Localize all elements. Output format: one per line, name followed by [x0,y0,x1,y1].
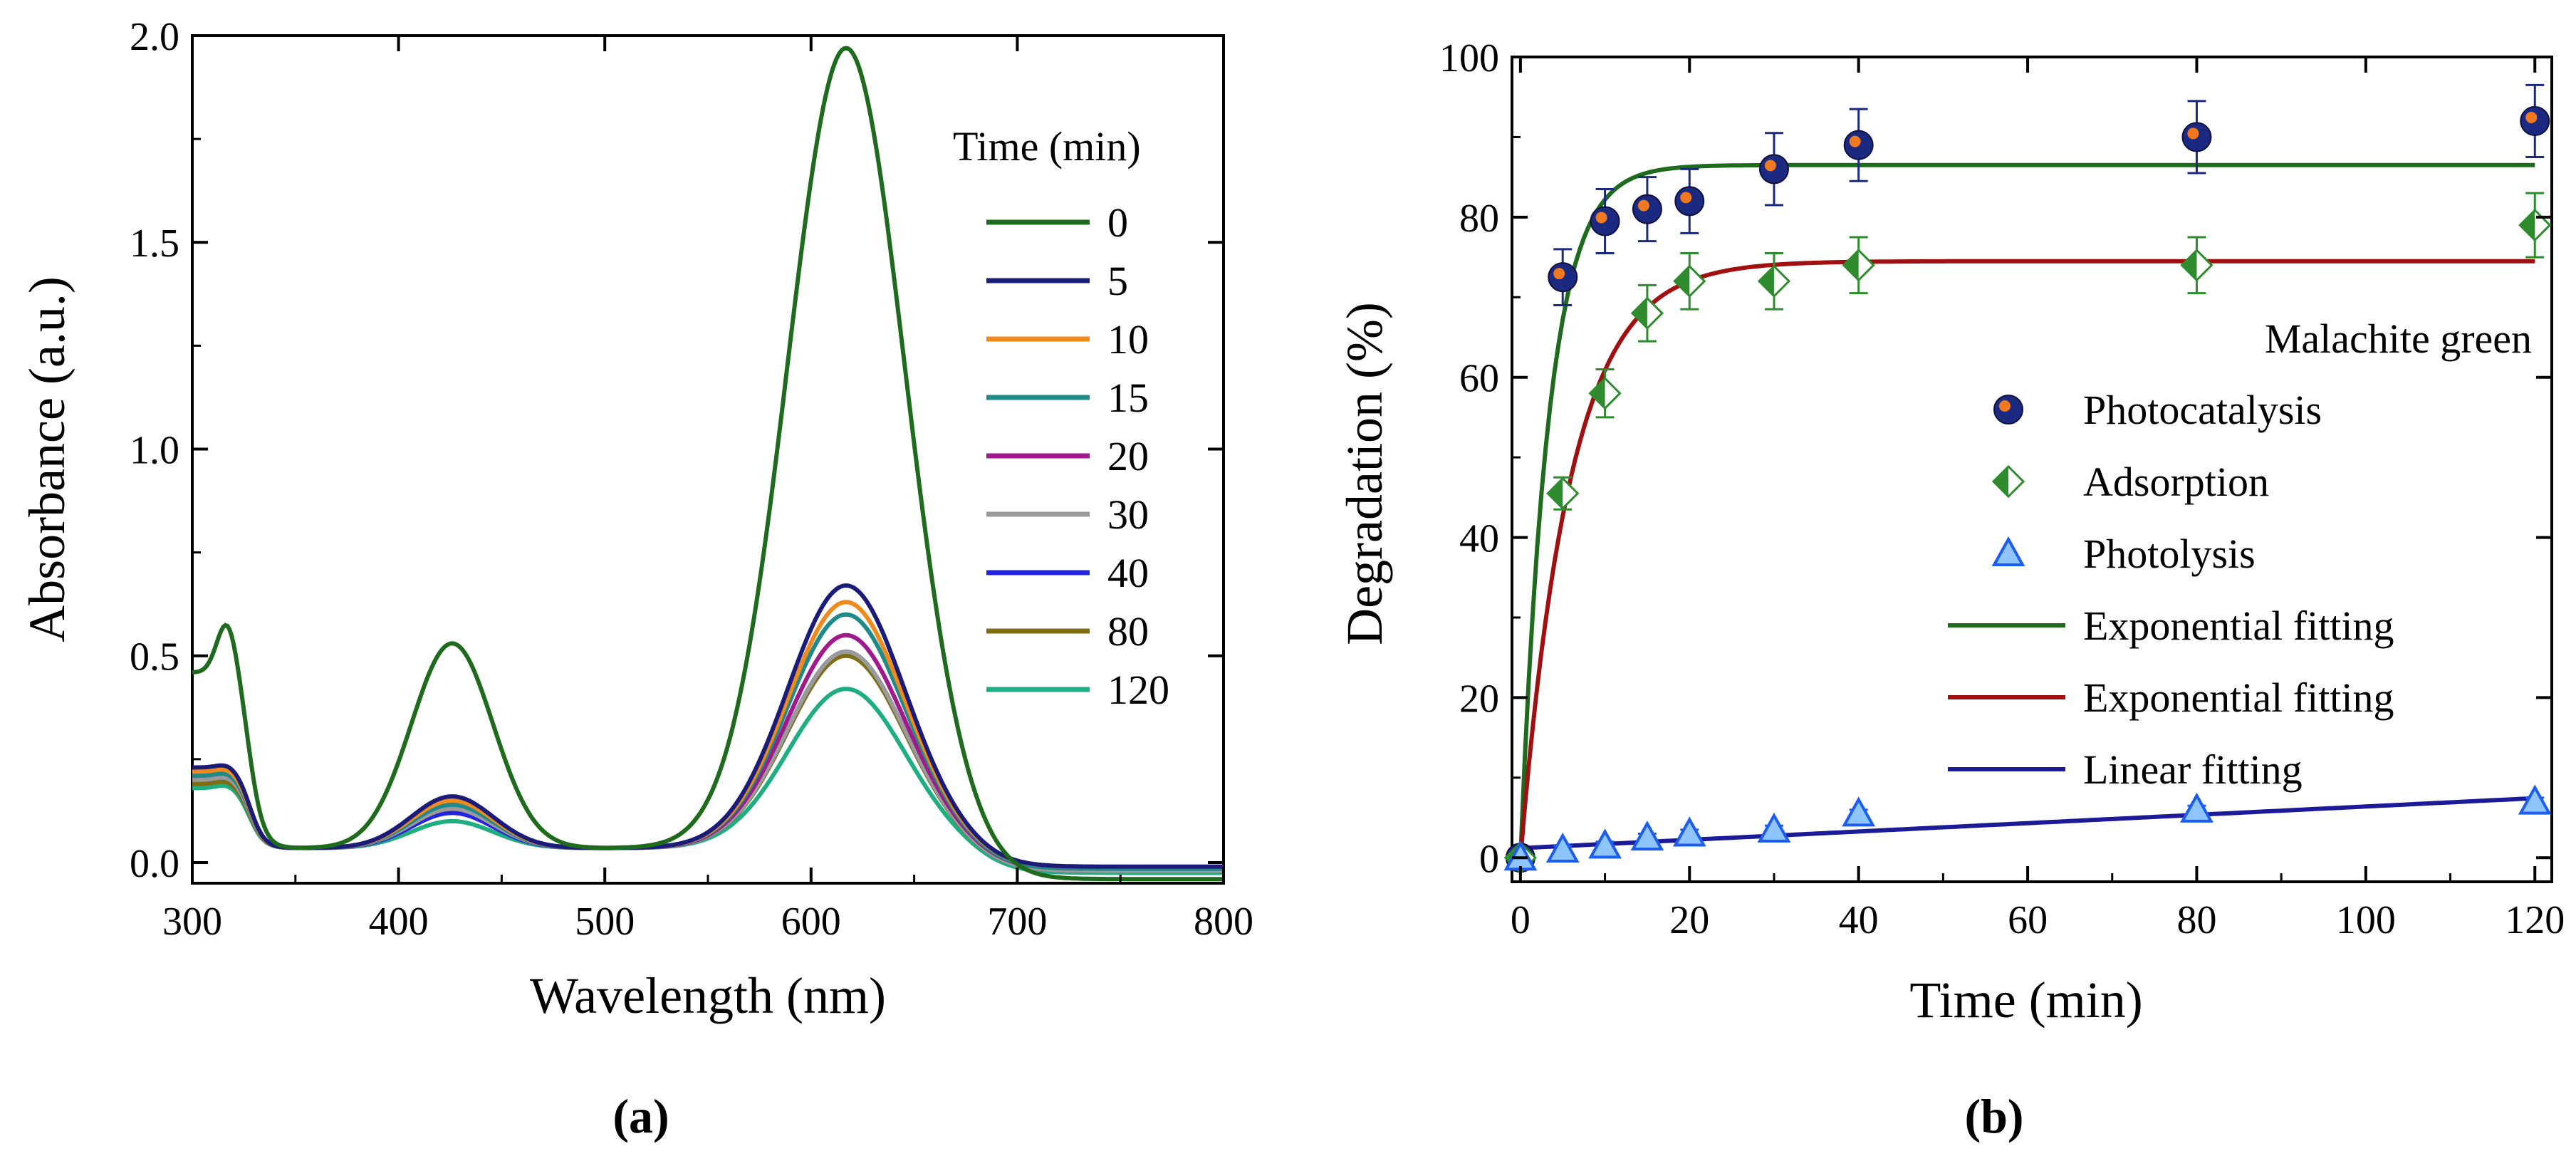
panel-b-x-axis-label: Time (min) [1909,972,2142,1029]
photocatalysis-point [1843,130,1874,160]
panel-b-x-tick-label: 120 [2505,898,2565,942]
panel-b-y-tick-label: 20 [1459,677,1499,721]
panel-a-legend-label-15: 15 [1107,375,1149,421]
adsorption-point [1630,296,1664,330]
panel-b-y-axis-label: Degradation (%) [1336,302,1393,645]
panel-a-legend: Time (min) 0 5 10 15 20 30 40 80 120 [953,123,1169,713]
panel-b-plot-frame [1511,56,2553,883]
panel-a-y-tick-label: 2.0 [130,15,179,59]
fit-line-0 [1518,162,2535,858]
spectrum-line-5-min [192,583,1224,869]
photocatalysis-point [2520,105,2550,136]
adsorption-point [1546,477,1580,510]
spectrum-line-30-min [192,649,1224,873]
panel-a-curves [192,46,1224,882]
panel-b-legend-label-5: Linear fitting [2083,746,2303,793]
photocatalysis-point [1758,154,1789,184]
panel-a-legend-label-5: 5 [1107,258,1128,304]
panel-a-y-axis-label: Absorbance (a.u.) [19,276,75,642]
panel-b-degradation-chart: 0 20 40 60 80 100 120 0 20 40 60 80 100 Time (min) D… [1336,36,2565,1143]
photolysis-point [1588,828,1622,859]
panel-b-x-tick-label: 60 [2008,898,2048,942]
adsorption-point [2180,249,2213,282]
adsorption-point [2518,208,2552,242]
panel-a-x-tick-label: 300 [162,900,222,944]
panel-a-legend-label-30: 30 [1107,491,1149,538]
photolysis-point [1842,796,1876,827]
panel-a-legend-label-0: 0 [1107,199,1128,246]
panel-b-legend-label-0: Photocatalysis [2083,387,2322,433]
panel-a-y-tick-label: 1.5 [130,222,179,266]
panel-b-legend-marker-adsorption [1991,464,2025,499]
adsorption-point [1588,377,1622,410]
adsorption-point [1842,249,1875,282]
panel-a-label: (a) [612,1089,669,1143]
panel-a-x-tick-label: 500 [575,900,635,944]
panel-b-legend-marker-photocatalysis [1993,395,2023,425]
panel-b-x-tick-label: 20 [1669,898,1709,942]
photocatalysis-point [1674,186,1705,217]
panel-b-data-points [1503,83,2552,875]
panel-b-fit-lines [1518,162,2535,858]
panel-a-x-tick-label: 600 [781,900,841,944]
photolysis-point [1757,812,1791,843]
panel-b-y-tick-label: 60 [1459,357,1499,401]
spectrum-line-10-min [192,600,1224,869]
panel-b-legend-marker-photolysis [1991,536,2025,566]
panel-b-legend-label-3: Exponential fitting [2083,603,2394,649]
panel-b-y-tick-label: 0 [1479,837,1499,881]
panel-b-legend-title: Malachite green [2265,316,2532,362]
photolysis-point [2180,792,2213,823]
panel-b-legend-label-4: Exponential fitting [2083,675,2394,721]
panel-a-legend-label-80: 80 [1107,608,1149,655]
panel-a-y-tick-label: 0.0 [130,842,179,886]
panel-b-y-tick-label: 100 [1439,36,1499,80]
panel-a-x-tick-label: 700 [987,900,1047,944]
panel-b-legend-label-1: Adsorption [2083,459,2269,505]
panel-b-x-tick-label: 0 [1511,898,1531,942]
photolysis-point [2518,784,2552,815]
photocatalysis-point [2181,122,2212,152]
photocatalysis-point [1548,262,1578,293]
panel-a-x-tick-label: 400 [369,900,429,944]
panel-b-x-tick-label: 100 [2336,898,2396,942]
panel-b-y-tick-label: 40 [1459,517,1499,561]
panel-b-y-tick-label: 80 [1459,197,1499,241]
photolysis-point [1545,832,1580,863]
panel-a-y-tick-label: 1.0 [130,428,179,472]
panel-b-x-tick-label: 80 [2176,898,2216,942]
panel-a-y-tick-label: 0.5 [130,635,179,679]
panel-b-legend: Malachite green Photocatalysis Adsorption… [1948,316,2532,793]
photocatalysis-point [1590,206,1620,236]
photocatalysis-point [1632,194,1662,224]
panel-b-label: (b) [1964,1089,2023,1143]
panel-a-x-tick-label: 800 [1194,900,1253,944]
panel-a-x-axis-label: Wavelength (nm) [530,967,886,1024]
panel-b-legend-label-2: Photolysis [2083,531,2256,577]
spectrum-line-0-min [192,46,1224,882]
panel-b-x-tick-label: 40 [1839,898,1879,942]
fit-line-2 [1520,796,2535,850]
adsorption-point [1673,264,1706,298]
panel-b-ticks: 0 20 40 60 80 100 120 0 20 40 60 80 100 [1439,36,2565,942]
panel-a-legend-label-120: 120 [1107,667,1169,713]
panel-a-legend-label-20: 20 [1107,433,1149,479]
photolysis-point [1672,816,1706,847]
photolysis-point [1630,821,1664,851]
panel-a-legend-title: Time (min) [953,123,1141,170]
adsorption-point [1757,264,1791,298]
panel-a-legend-label-40: 40 [1107,550,1149,596]
panel-a-legend-label-10: 10 [1107,316,1149,363]
